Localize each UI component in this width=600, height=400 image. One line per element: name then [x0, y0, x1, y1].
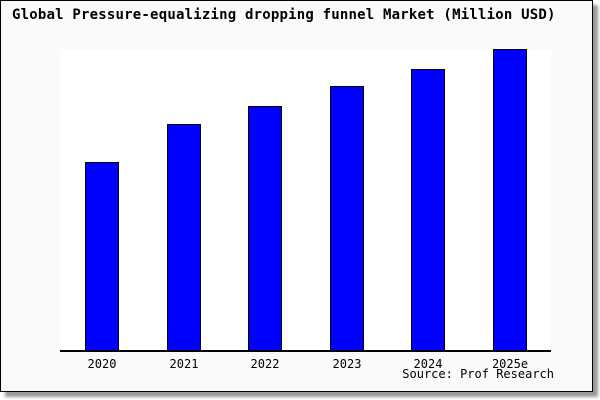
x-tick-label-2020: 2020 [87, 357, 117, 371]
source-credit: Source: Prof Research [402, 367, 554, 381]
x-tick-label-2024: 2024 [413, 357, 443, 371]
bar-2025e [493, 49, 527, 350]
x-tick-label-2023: 2023 [332, 357, 362, 371]
x-tick-label-2021: 2021 [169, 357, 199, 371]
bar-2023 [330, 86, 364, 350]
chart-frame: Global Pressure-equalizing dropping funn… [0, 0, 593, 392]
x-tick-label-2025e: 2025e [491, 357, 529, 371]
chart-title: Global Pressure-equalizing dropping funn… [12, 7, 556, 23]
bar-2021 [167, 124, 201, 350]
bar-2022 [248, 106, 282, 350]
x-tick-label-2022: 2022 [250, 357, 280, 371]
plot-area [60, 49, 551, 352]
bar-2024 [411, 69, 445, 350]
bar-2020 [85, 162, 119, 350]
